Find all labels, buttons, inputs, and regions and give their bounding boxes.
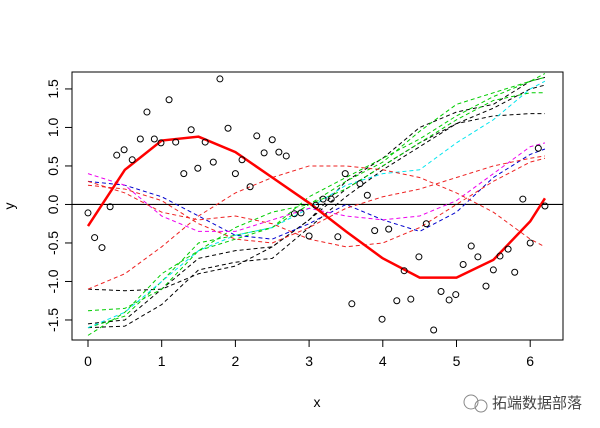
data-point [489, 266, 497, 274]
data-point [348, 300, 356, 308]
x-tick-label: 5 [453, 353, 461, 369]
watermark: 拓端数据部落 [463, 394, 582, 413]
data-point [445, 296, 453, 304]
dashed-curve [87, 113, 545, 292]
data-point [180, 170, 188, 178]
data-point [422, 220, 430, 228]
data-point [385, 225, 393, 233]
data-point [275, 148, 283, 156]
data-point [231, 170, 239, 178]
data-point [319, 195, 327, 203]
data-point [467, 242, 475, 250]
x-axis-label: x [314, 394, 321, 410]
data-point [459, 261, 467, 269]
dashed-curve [87, 142, 546, 232]
watermark-icon [463, 394, 479, 410]
data-point [224, 124, 232, 132]
dashed-curve [87, 155, 546, 244]
data-point [452, 291, 460, 299]
data-point [268, 136, 276, 144]
data-point [415, 253, 423, 261]
data-point [534, 144, 542, 152]
data-point [511, 268, 519, 276]
data-point [519, 195, 527, 203]
data-point [216, 75, 224, 83]
data-point [312, 201, 320, 209]
dashed-curve [87, 84, 546, 329]
data-point [106, 203, 114, 211]
y-tick-label: -1.5 [45, 308, 61, 332]
y-tick-label: 1.0 [45, 118, 61, 138]
data-point [400, 267, 408, 275]
dashed-curve [87, 92, 545, 312]
data-point [209, 158, 217, 166]
dashed-curve [87, 76, 546, 336]
data-point [165, 96, 173, 104]
data-point [143, 108, 151, 116]
data-point [327, 195, 335, 203]
data-point [128, 156, 136, 164]
data-point [526, 239, 534, 247]
data-point [474, 253, 482, 261]
data-point [172, 138, 180, 146]
data-point [297, 209, 305, 217]
y-tick-label: -0.5 [45, 231, 61, 255]
dashed-curve [87, 157, 546, 248]
data-point [194, 164, 202, 172]
data-point [496, 252, 504, 260]
watermark-text: 拓端数据部落 [492, 395, 582, 412]
data-point [290, 210, 298, 218]
x-tick-label: 3 [305, 353, 313, 369]
dashed-curve [87, 80, 546, 329]
data-point [305, 232, 313, 240]
data-point [393, 297, 401, 305]
data-point [113, 151, 121, 159]
y-tick-label: 0.5 [45, 156, 61, 176]
data-point [157, 139, 165, 147]
plot-frame [71, 71, 564, 341]
y-tick-label: 1.5 [45, 79, 61, 99]
x-tick-label: 1 [158, 353, 166, 369]
data-point [430, 326, 438, 334]
data-point [91, 234, 99, 242]
dashed-curve [87, 76, 546, 325]
data-point [378, 315, 386, 323]
x-tick-label: 2 [231, 353, 239, 369]
y-tick-label: 0.0 [45, 195, 61, 215]
data-point [334, 233, 342, 241]
data-point [541, 202, 549, 210]
x-tick-label: 4 [379, 353, 387, 369]
data-point [363, 191, 371, 199]
data-point [187, 126, 195, 134]
dashed-curve [87, 148, 546, 240]
dashed-curve [87, 73, 546, 329]
data-point [504, 245, 512, 253]
y-tick-label: -1.0 [45, 269, 61, 293]
data-point [84, 209, 92, 217]
data-point [201, 138, 209, 146]
data-point [260, 149, 268, 157]
x-tick-label: 6 [526, 353, 534, 369]
data-point [482, 282, 490, 290]
fit-curve [86, 135, 546, 279]
data-point [371, 227, 379, 235]
watermark-icon [474, 399, 488, 413]
data-point [246, 183, 254, 191]
data-point [253, 132, 261, 140]
data-point [356, 180, 364, 188]
data-point [282, 152, 290, 160]
data-point [407, 295, 415, 303]
data-point [120, 146, 128, 154]
data-point [150, 135, 158, 143]
dashed-curve [87, 165, 546, 290]
x-tick-label: 0 [84, 353, 92, 369]
data-point [238, 156, 246, 164]
data-point [437, 287, 445, 295]
data-point [98, 244, 106, 252]
y-axis-label: y [1, 203, 17, 210]
data-point [341, 170, 349, 178]
data-point [136, 135, 144, 143]
